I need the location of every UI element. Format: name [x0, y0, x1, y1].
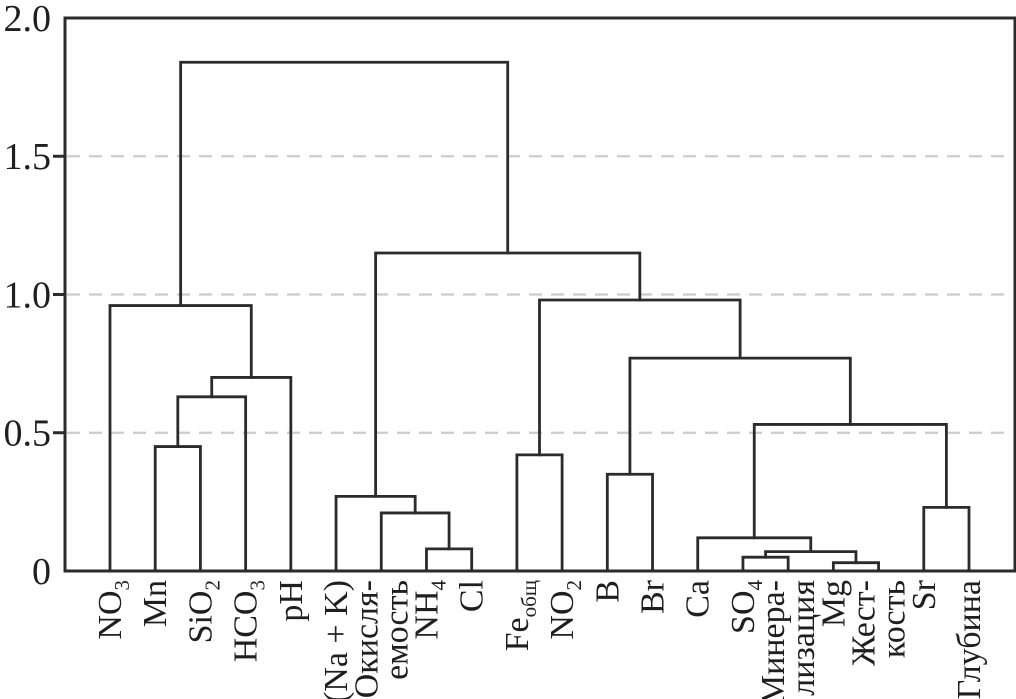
x-leaf-label: SO4 — [725, 580, 767, 634]
y-tick-label: 0 — [32, 551, 51, 593]
x-leaf-label: кость — [876, 580, 913, 658]
y-tick-label: 1.5 — [4, 136, 52, 178]
x-leaf-label: Feобщ — [499, 580, 541, 651]
x-leaf-label: HCO3 — [228, 580, 270, 662]
y-tick-label: 2.0 — [4, 0, 52, 40]
x-leaf-label: NO3 — [92, 580, 134, 640]
x-leaf-label: Минера- — [755, 580, 792, 699]
x-leaf-label: Mn — [137, 580, 174, 627]
x-leaf-label: Mg — [815, 580, 852, 627]
x-leaf-label: NH4 — [408, 580, 450, 640]
x-leaf-label: pH — [273, 580, 310, 622]
x-leaf-label: B — [589, 580, 626, 603]
x-leaf-label: емость — [378, 580, 415, 680]
y-tick-label: 0.5 — [4, 413, 52, 455]
x-leaf-label: Ca — [680, 580, 717, 618]
dendrogram-merge-link — [179, 60, 510, 307]
x-leaf-label: (Na + K) — [318, 580, 355, 699]
x-leaf-label: Глубина — [951, 580, 988, 699]
x-leaf-label: лизация — [785, 580, 822, 696]
x-leaf-label: Окисля- — [348, 580, 385, 698]
x-leaf-label: Cl — [454, 580, 491, 612]
x-leaf-label: Жест- — [846, 580, 883, 666]
x-leaf-label: SiO2 — [182, 580, 224, 643]
x-leaf-label: Br — [635, 579, 672, 614]
x-leaf-label: NO2 — [544, 580, 586, 640]
x-leaf-label: Sr — [906, 579, 943, 610]
y-tick-label: 1.0 — [4, 274, 52, 316]
